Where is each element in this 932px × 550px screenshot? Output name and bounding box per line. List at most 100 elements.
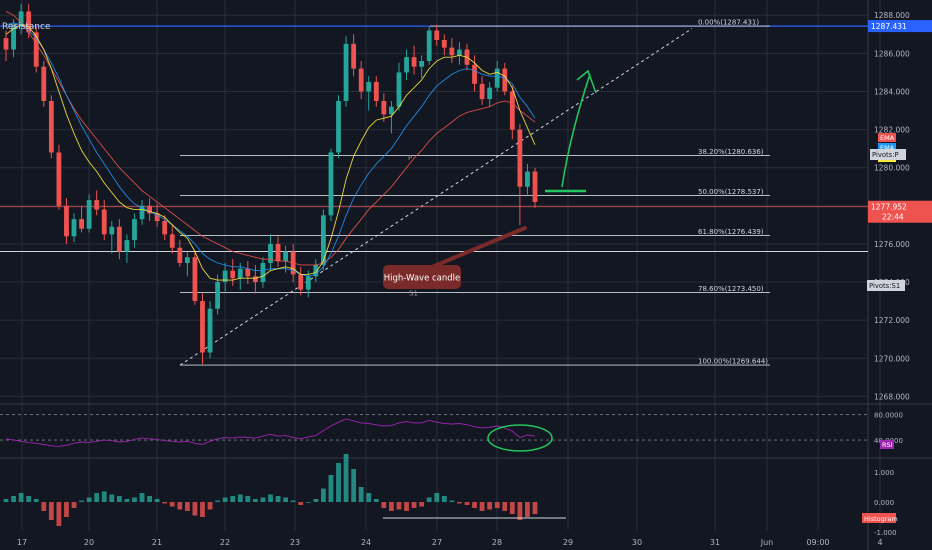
rsi-tag-label: RSI	[882, 441, 893, 449]
histogram-bar	[200, 502, 205, 517]
histogram-bar	[268, 494, 273, 502]
candle-body	[426, 30, 432, 61]
candle-body	[494, 68, 500, 88]
histogram-bar	[79, 500, 84, 502]
histogram-bar	[3, 499, 9, 502]
histogram-bar	[222, 497, 228, 502]
x-tick-label: 31	[710, 538, 720, 547]
histogram-bar	[479, 502, 485, 511]
x-tick-label: 30	[632, 538, 642, 547]
histogram-bar	[290, 500, 296, 502]
candle-body	[116, 226, 122, 252]
histogram-bar	[207, 502, 213, 510]
histogram-bar	[147, 496, 152, 502]
histogram-bar	[525, 502, 530, 517]
y-tick-label: 1280.000	[874, 164, 910, 173]
candle-body	[313, 264, 319, 277]
candle-body	[404, 57, 409, 73]
histogram-bar	[33, 499, 39, 502]
candle-body	[71, 219, 77, 237]
projection-arrow	[561, 73, 591, 188]
histogram-bar	[321, 488, 326, 502]
histogram-bar	[169, 502, 175, 507]
countdown-label: 22:44	[882, 213, 904, 222]
candle-body	[283, 251, 289, 262]
histogram-bar	[192, 502, 198, 516]
histogram-bar	[41, 502, 47, 511]
candle-body	[381, 101, 387, 115]
pivot-s1-tag-label: Pivots:S1	[869, 282, 900, 290]
histogram-bar	[457, 502, 462, 504]
candle-body	[487, 87, 493, 100]
histogram-bar	[162, 502, 168, 504]
chart-title: Resistance	[2, 22, 51, 32]
histogram-bar	[434, 493, 440, 502]
candle-body	[509, 91, 515, 130]
histogram-bar	[154, 499, 160, 502]
candle-body	[26, 11, 32, 33]
histogram-tag-label: Histogram	[864, 515, 898, 523]
histogram-bar	[373, 499, 379, 502]
histogram-bar	[396, 502, 402, 510]
candle-body	[351, 43, 357, 69]
candle-body	[252, 276, 258, 283]
histogram-bar	[351, 469, 357, 502]
histogram-bar	[487, 502, 493, 510]
x-tick-label: 17	[17, 538, 27, 547]
histogram-bar	[26, 496, 32, 502]
ema-legend-label: EMA	[880, 144, 895, 152]
histogram-bar	[177, 502, 183, 510]
histogram-bar	[71, 502, 77, 508]
candle-body	[192, 257, 198, 302]
y-tick-label: 1272.000	[874, 316, 910, 325]
x-tick-label: 29	[563, 538, 573, 547]
histogram-bar	[381, 502, 387, 508]
candle-body	[11, 24, 16, 50]
rsi-highlight-circle	[487, 424, 553, 452]
histogram-bar	[260, 497, 266, 502]
x-tick-label: 28	[492, 538, 502, 547]
y-tick-label: 1282.000	[874, 126, 910, 135]
candle-body	[525, 171, 530, 187]
histogram-bar	[245, 496, 251, 502]
histogram-bar	[18, 493, 24, 502]
candle-body	[449, 47, 455, 56]
histogram-bar	[411, 502, 417, 508]
annotation-pointer	[418, 226, 527, 274]
histogram-bar	[48, 502, 54, 520]
histogram-bar	[532, 502, 538, 514]
candle-body	[222, 270, 228, 283]
x-tick-label: 20	[84, 538, 94, 547]
resistance-price-tag	[868, 20, 932, 33]
histogram-bar	[283, 497, 289, 502]
candle-body	[457, 49, 462, 56]
histogram-tick-label: 1.000	[874, 469, 894, 477]
y-tick-label: 1270.000	[874, 354, 910, 363]
candle-body	[101, 209, 107, 235]
candle-body	[215, 282, 220, 309]
histogram-bar	[11, 496, 16, 502]
histogram-bar	[252, 499, 258, 502]
candle-body	[162, 221, 168, 235]
ema-legend-label: EMA	[880, 134, 895, 142]
ema-legend-tag	[878, 143, 896, 152]
histogram-bar	[230, 496, 236, 502]
histogram-tick-label: -1.000	[874, 529, 897, 537]
histogram-bar	[449, 500, 455, 502]
candle-body	[230, 270, 236, 279]
pivot-p-tag-label: Pivots:P	[872, 151, 899, 159]
histogram-bar	[109, 494, 115, 502]
candle-body	[343, 43, 349, 101]
candle-body	[517, 129, 523, 187]
candle-body	[184, 257, 190, 263]
histogram-bar	[464, 502, 470, 505]
histogram-bar	[366, 493, 372, 502]
x-tick-label: 23	[290, 538, 300, 547]
histogram-bar	[275, 496, 281, 502]
y-tick-label: 1288.000	[874, 11, 910, 20]
candle-body	[502, 68, 508, 92]
histogram-bar	[419, 502, 425, 507]
candle-body	[373, 81, 379, 101]
candle-body	[268, 243, 273, 263]
